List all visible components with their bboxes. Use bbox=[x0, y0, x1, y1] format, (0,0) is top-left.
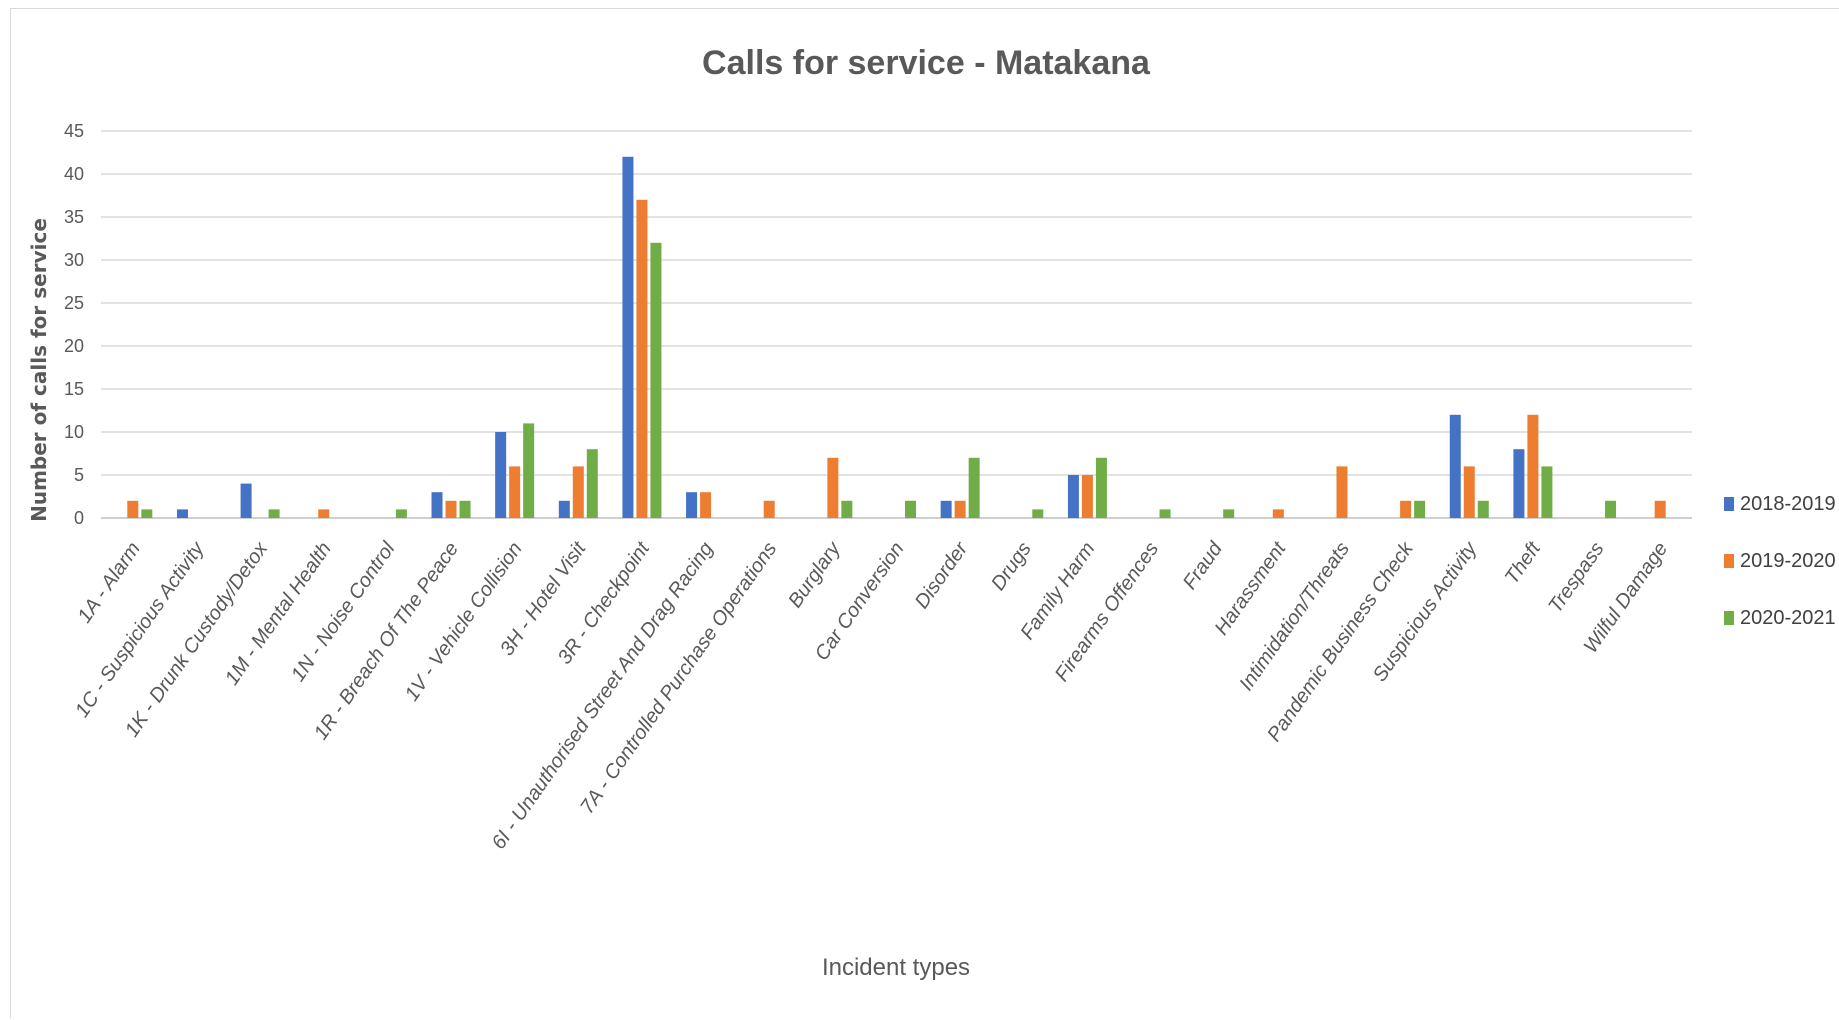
bar-2020-2021 bbox=[1095, 457, 1107, 518]
category-label: Disorder bbox=[911, 537, 973, 613]
bar-2020-2021 bbox=[1541, 466, 1553, 518]
y-axis-title: Number of calls for service bbox=[27, 218, 51, 522]
category-label: Trespass bbox=[1544, 538, 1608, 617]
legend-label: 2019-2020 bbox=[1740, 550, 1836, 572]
bar-2018-2019 bbox=[686, 492, 698, 518]
category-label: Burglary bbox=[784, 537, 845, 611]
bar-2020-2021 bbox=[968, 457, 980, 518]
bar-2019-2020 bbox=[1400, 500, 1412, 518]
bar-2020-2021 bbox=[905, 500, 916, 518]
bar-2019-2020 bbox=[572, 466, 584, 518]
bar-2020-2021 bbox=[459, 500, 471, 518]
legend-swatch bbox=[1724, 611, 1734, 625]
bar-2020-2021 bbox=[1223, 509, 1235, 518]
category-label: Fraud bbox=[1179, 538, 1227, 594]
y-tick-label: 20 bbox=[64, 336, 84, 356]
bar-2019-2020 bbox=[954, 500, 966, 518]
bar-2018-2019 bbox=[1449, 414, 1461, 518]
category-label: Theft bbox=[1501, 537, 1546, 588]
bars bbox=[127, 156, 1666, 519]
bar-2020-2021 bbox=[1605, 500, 1617, 518]
bar-2018-2019 bbox=[558, 500, 570, 518]
bar-2019-2020 bbox=[1081, 475, 1093, 518]
legend-swatch bbox=[1724, 554, 1734, 568]
y-tick-label: 5 bbox=[74, 465, 84, 485]
bar-2020-2021 bbox=[523, 423, 535, 518]
x-axis-title: Incident types bbox=[822, 954, 970, 981]
gridlines bbox=[101, 130, 1692, 519]
bar-2020-2021 bbox=[586, 449, 598, 518]
bar-2018-2019 bbox=[940, 500, 952, 518]
y-tick-label: 10 bbox=[64, 422, 84, 442]
chart-frame bbox=[10, 8, 1839, 1018]
y-tick-label: 0 bbox=[74, 508, 84, 528]
bar-2018-2019 bbox=[495, 432, 507, 518]
bar-2019-2020 bbox=[827, 457, 839, 518]
bar-2019-2020 bbox=[318, 509, 330, 518]
y-tick-label: 25 bbox=[64, 293, 84, 313]
legend-swatch bbox=[1724, 497, 1734, 511]
bar-2020-2021 bbox=[141, 509, 153, 518]
legend-label: 2020-2021 bbox=[1740, 607, 1836, 629]
bar-2020-2021 bbox=[1414, 500, 1426, 518]
bar-2018-2019 bbox=[622, 156, 634, 519]
legend: 2018-2019 2019-2020 2020-2021 bbox=[1724, 493, 1836, 629]
bar-2019-2020 bbox=[1463, 466, 1475, 518]
y-tick-label: 40 bbox=[64, 164, 84, 184]
bar-2019-2020 bbox=[700, 492, 712, 518]
category-label: 1V - Vehicle Collision bbox=[401, 538, 527, 705]
bar-2019-2020 bbox=[127, 500, 139, 518]
legend-label: 2018-2019 bbox=[1740, 493, 1836, 515]
y-tick-label: 15 bbox=[64, 379, 84, 399]
bar-2018-2019 bbox=[1067, 475, 1079, 518]
bar-2020-2021 bbox=[650, 242, 662, 519]
category-label: Drugs bbox=[987, 538, 1036, 594]
bar-2020-2021 bbox=[1159, 509, 1171, 518]
bar-2018-2019 bbox=[240, 483, 252, 518]
bar-2019-2020 bbox=[1654, 500, 1666, 518]
bar-2019-2020 bbox=[445, 500, 457, 518]
category-label: 1C - Suspicious Activity bbox=[71, 537, 209, 721]
y-tick-label: 45 bbox=[64, 121, 84, 141]
bar-2019-2020 bbox=[636, 199, 648, 519]
y-tick-label: 30 bbox=[64, 250, 84, 270]
bar-2018-2019 bbox=[431, 492, 443, 518]
bar-2018-2019 bbox=[1513, 449, 1525, 518]
y-tick-label: 35 bbox=[64, 207, 84, 227]
bar-2020-2021 bbox=[1032, 509, 1044, 518]
category-label: Intimidation/Threats bbox=[1235, 538, 1354, 694]
bar-2019-2020 bbox=[1527, 414, 1539, 518]
category-label: 1A - Alarm bbox=[74, 538, 145, 627]
bar-2018-2019 bbox=[176, 509, 188, 518]
bar-2019-2020 bbox=[509, 466, 521, 518]
chart-title: Calls for service - Matakana bbox=[702, 44, 1151, 82]
y-tick-labels: 0 5 10 15 20 25 30 35 40 45 bbox=[64, 121, 84, 528]
bar-2020-2021 bbox=[1477, 500, 1489, 518]
bar-2019-2020 bbox=[763, 500, 775, 518]
bar-2020-2021 bbox=[268, 509, 280, 518]
bar-2019-2020 bbox=[1336, 466, 1348, 518]
bar-2020-2021 bbox=[395, 509, 407, 518]
bar-2020-2021 bbox=[841, 500, 853, 518]
bar-2019-2020 bbox=[1272, 509, 1284, 518]
